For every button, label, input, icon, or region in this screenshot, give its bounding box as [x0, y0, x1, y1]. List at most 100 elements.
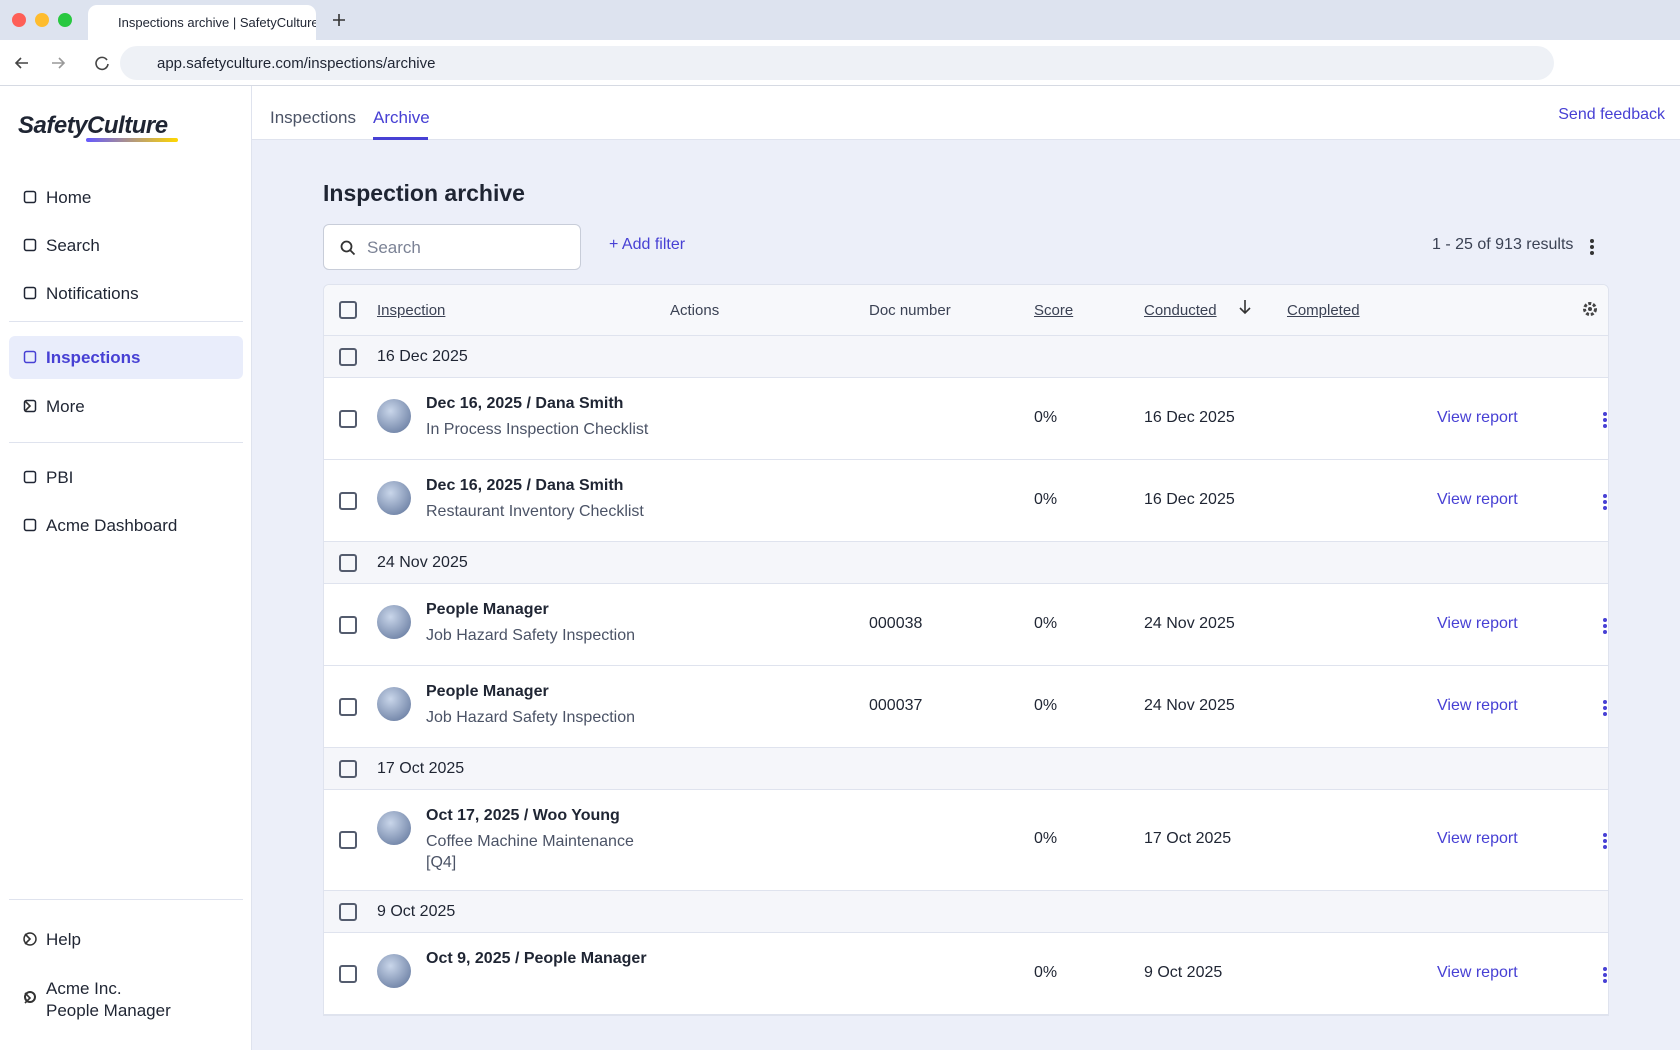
view-report[interactable]: View report — [1437, 490, 1518, 508]
conducted-date: 24 Nov 2025 — [1144, 696, 1235, 714]
inspection-title[interactable]: Dec 16, 2025 / Dana Smith — [426, 395, 624, 412]
send-feedback[interactable]: Send feedback — [1558, 106, 1665, 123]
separator — [9, 899, 243, 900]
view-report[interactable]: View report — [1437, 696, 1518, 714]
checkbox[interactable] — [339, 697, 357, 716]
inspection-cell: People Manager Job Hazard Safety Inspecti… — [324, 666, 664, 745]
browser-tab[interactable]: Inspections archive | SafetyCulture — [88, 5, 316, 40]
view-report[interactable]: View report — [1437, 830, 1518, 847]
avatar — [377, 954, 411, 988]
search-input[interactable]: Search — [323, 224, 581, 270]
conducted-date: 16 Dec 2025 — [1144, 408, 1235, 426]
header-row: Inspection Actions Doc number Score Conducte… — [324, 285, 1608, 336]
template-name: In Process Inspection Checklist — [426, 421, 649, 438]
inspection-title[interactable]: Dec 16, 2025 / Dana Smith — [426, 477, 624, 494]
org-switcher[interactable]: Acme Inc. People Manager — [9, 970, 243, 1026]
nav-item[interactable]: Acme Dashboard — [9, 504, 243, 547]
nav-item[interactable]: Home — [9, 176, 243, 219]
select-all[interactable] — [339, 301, 357, 319]
inspection-row[interactable]: People Manager Job Hazard Safety Inspecti… — [324, 584, 1608, 666]
logo[interactable]: SafetyCulture — [18, 112, 168, 139]
view-report[interactable]: View report — [1437, 408, 1518, 426]
row-menu[interactable] — [1602, 617, 1608, 640]
avatar — [377, 687, 411, 721]
group-date: 9 Oct 2025 — [377, 903, 456, 920]
row-menu[interactable] — [1602, 699, 1608, 722]
inspection-title[interactable]: People Manager — [426, 683, 549, 700]
column-settings[interactable] — [1582, 301, 1598, 321]
separator — [9, 321, 243, 322]
group-row: 17 Oct 2025 — [324, 748, 1608, 790]
maximize-window[interactable] — [58, 13, 72, 27]
nav-label: Notifications — [46, 284, 139, 303]
help-link[interactable]: Help — [9, 918, 243, 961]
checkbox[interactable] — [339, 553, 357, 572]
inspection-title[interactable]: People Manager — [426, 601, 549, 618]
group-row: 9 Oct 2025 — [324, 891, 1608, 933]
inspection-row[interactable]: Dec 16, 2025 / Dana Smith In Process Insp… — [324, 378, 1608, 460]
checkbox[interactable] — [339, 347, 357, 366]
conducted-date: 9 Oct 2025 — [1144, 963, 1223, 981]
nav-item[interactable]: More — [9, 385, 243, 428]
score: 0% — [1034, 963, 1058, 981]
group-row: 24 Nov 2025 — [324, 542, 1608, 584]
close-window[interactable] — [12, 13, 26, 27]
view-report[interactable]: View report — [1437, 963, 1518, 981]
top-tabs: Inspections Archive Send feedback — [252, 86, 1680, 140]
checkbox[interactable] — [339, 615, 357, 634]
minimize-window[interactable] — [35, 13, 49, 27]
nav-buttons[interactable] — [14, 55, 114, 71]
checkbox[interactable] — [339, 491, 357, 510]
row-menu[interactable] — [1602, 411, 1608, 434]
conducted-date: 17 Oct 2025 — [1144, 830, 1232, 847]
avatar — [377, 399, 411, 433]
score: 0% — [1034, 614, 1058, 632]
active-tab-indicator — [373, 137, 428, 140]
inspection-title[interactable]: Oct 9, 2025 / People Manager — [426, 950, 647, 967]
nav-item[interactable]: PBI — [9, 456, 243, 499]
add-filter-text: Add filter — [621, 236, 686, 253]
template-name: Coffee Machine Maintenance [Q4] — [426, 833, 634, 871]
checkbox[interactable] — [339, 964, 357, 983]
tab-archive[interactable]: Archive — [373, 108, 430, 127]
column-header[interactable]: Score — [1034, 302, 1074, 319]
nav-item[interactable]: Inspections — [9, 336, 243, 379]
sort-arrow — [1239, 299, 1251, 319]
new-tab[interactable] — [332, 13, 346, 27]
tab-inspections[interactable]: Inspections — [270, 108, 356, 127]
nav-item[interactable]: Notifications — [9, 272, 243, 315]
inspection-row[interactable]: People Manager Job Hazard Safety Inspecti… — [324, 666, 1608, 748]
score: 0% — [1034, 408, 1058, 426]
row-menu[interactable] — [1602, 966, 1608, 989]
page-title: Inspection archive — [323, 180, 525, 206]
checkbox[interactable] — [339, 409, 357, 428]
results-count: 1 - 25 of 913 results — [1432, 236, 1574, 253]
inspection-table: Inspection Actions Doc number Score Conducte… — [323, 284, 1609, 1016]
sidebar: SafetyCulture Help Acme Inc. People Manag… — [0, 86, 252, 1050]
nav-label: PBI — [46, 468, 74, 487]
checkbox[interactable] — [339, 759, 357, 778]
column-header[interactable]: Conducted — [1144, 302, 1217, 319]
checkbox[interactable] — [339, 831, 357, 849]
column-header[interactable]: Inspection — [377, 302, 446, 319]
score: 0% — [1034, 830, 1058, 847]
inspection-row[interactable]: Oct 17, 2025 / Woo Young Coffee Machine M… — [324, 790, 1608, 891]
inspection-row[interactable]: Dec 16, 2025 / Dana Smith Restaurant Inve… — [324, 460, 1608, 542]
row-menu[interactable] — [1602, 832, 1608, 855]
column-header[interactable]: Completed — [1287, 302, 1360, 319]
view-report[interactable]: View report — [1437, 614, 1518, 632]
avatar — [377, 605, 411, 639]
row-menu[interactable] — [1602, 493, 1608, 516]
checkbox[interactable] — [339, 902, 357, 921]
template-name: Job Hazard Safety Inspection — [426, 709, 636, 726]
user-role: People Manager — [46, 1001, 171, 1020]
doc-number: 000037 — [869, 696, 923, 714]
inspection-title[interactable]: Oct 17, 2025 / Woo Young — [426, 807, 620, 824]
url-field[interactable]: app.safetyculture.com/inspections/archiv… — [120, 46, 1554, 80]
inspection-row[interactable]: Oct 9, 2025 / People Manager 0% 9 Oct 2025… — [324, 933, 1608, 1015]
results-menu[interactable] — [1589, 238, 1595, 256]
nav-item[interactable]: Search — [9, 224, 243, 267]
add-filter[interactable]: + Add filter — [609, 236, 686, 253]
